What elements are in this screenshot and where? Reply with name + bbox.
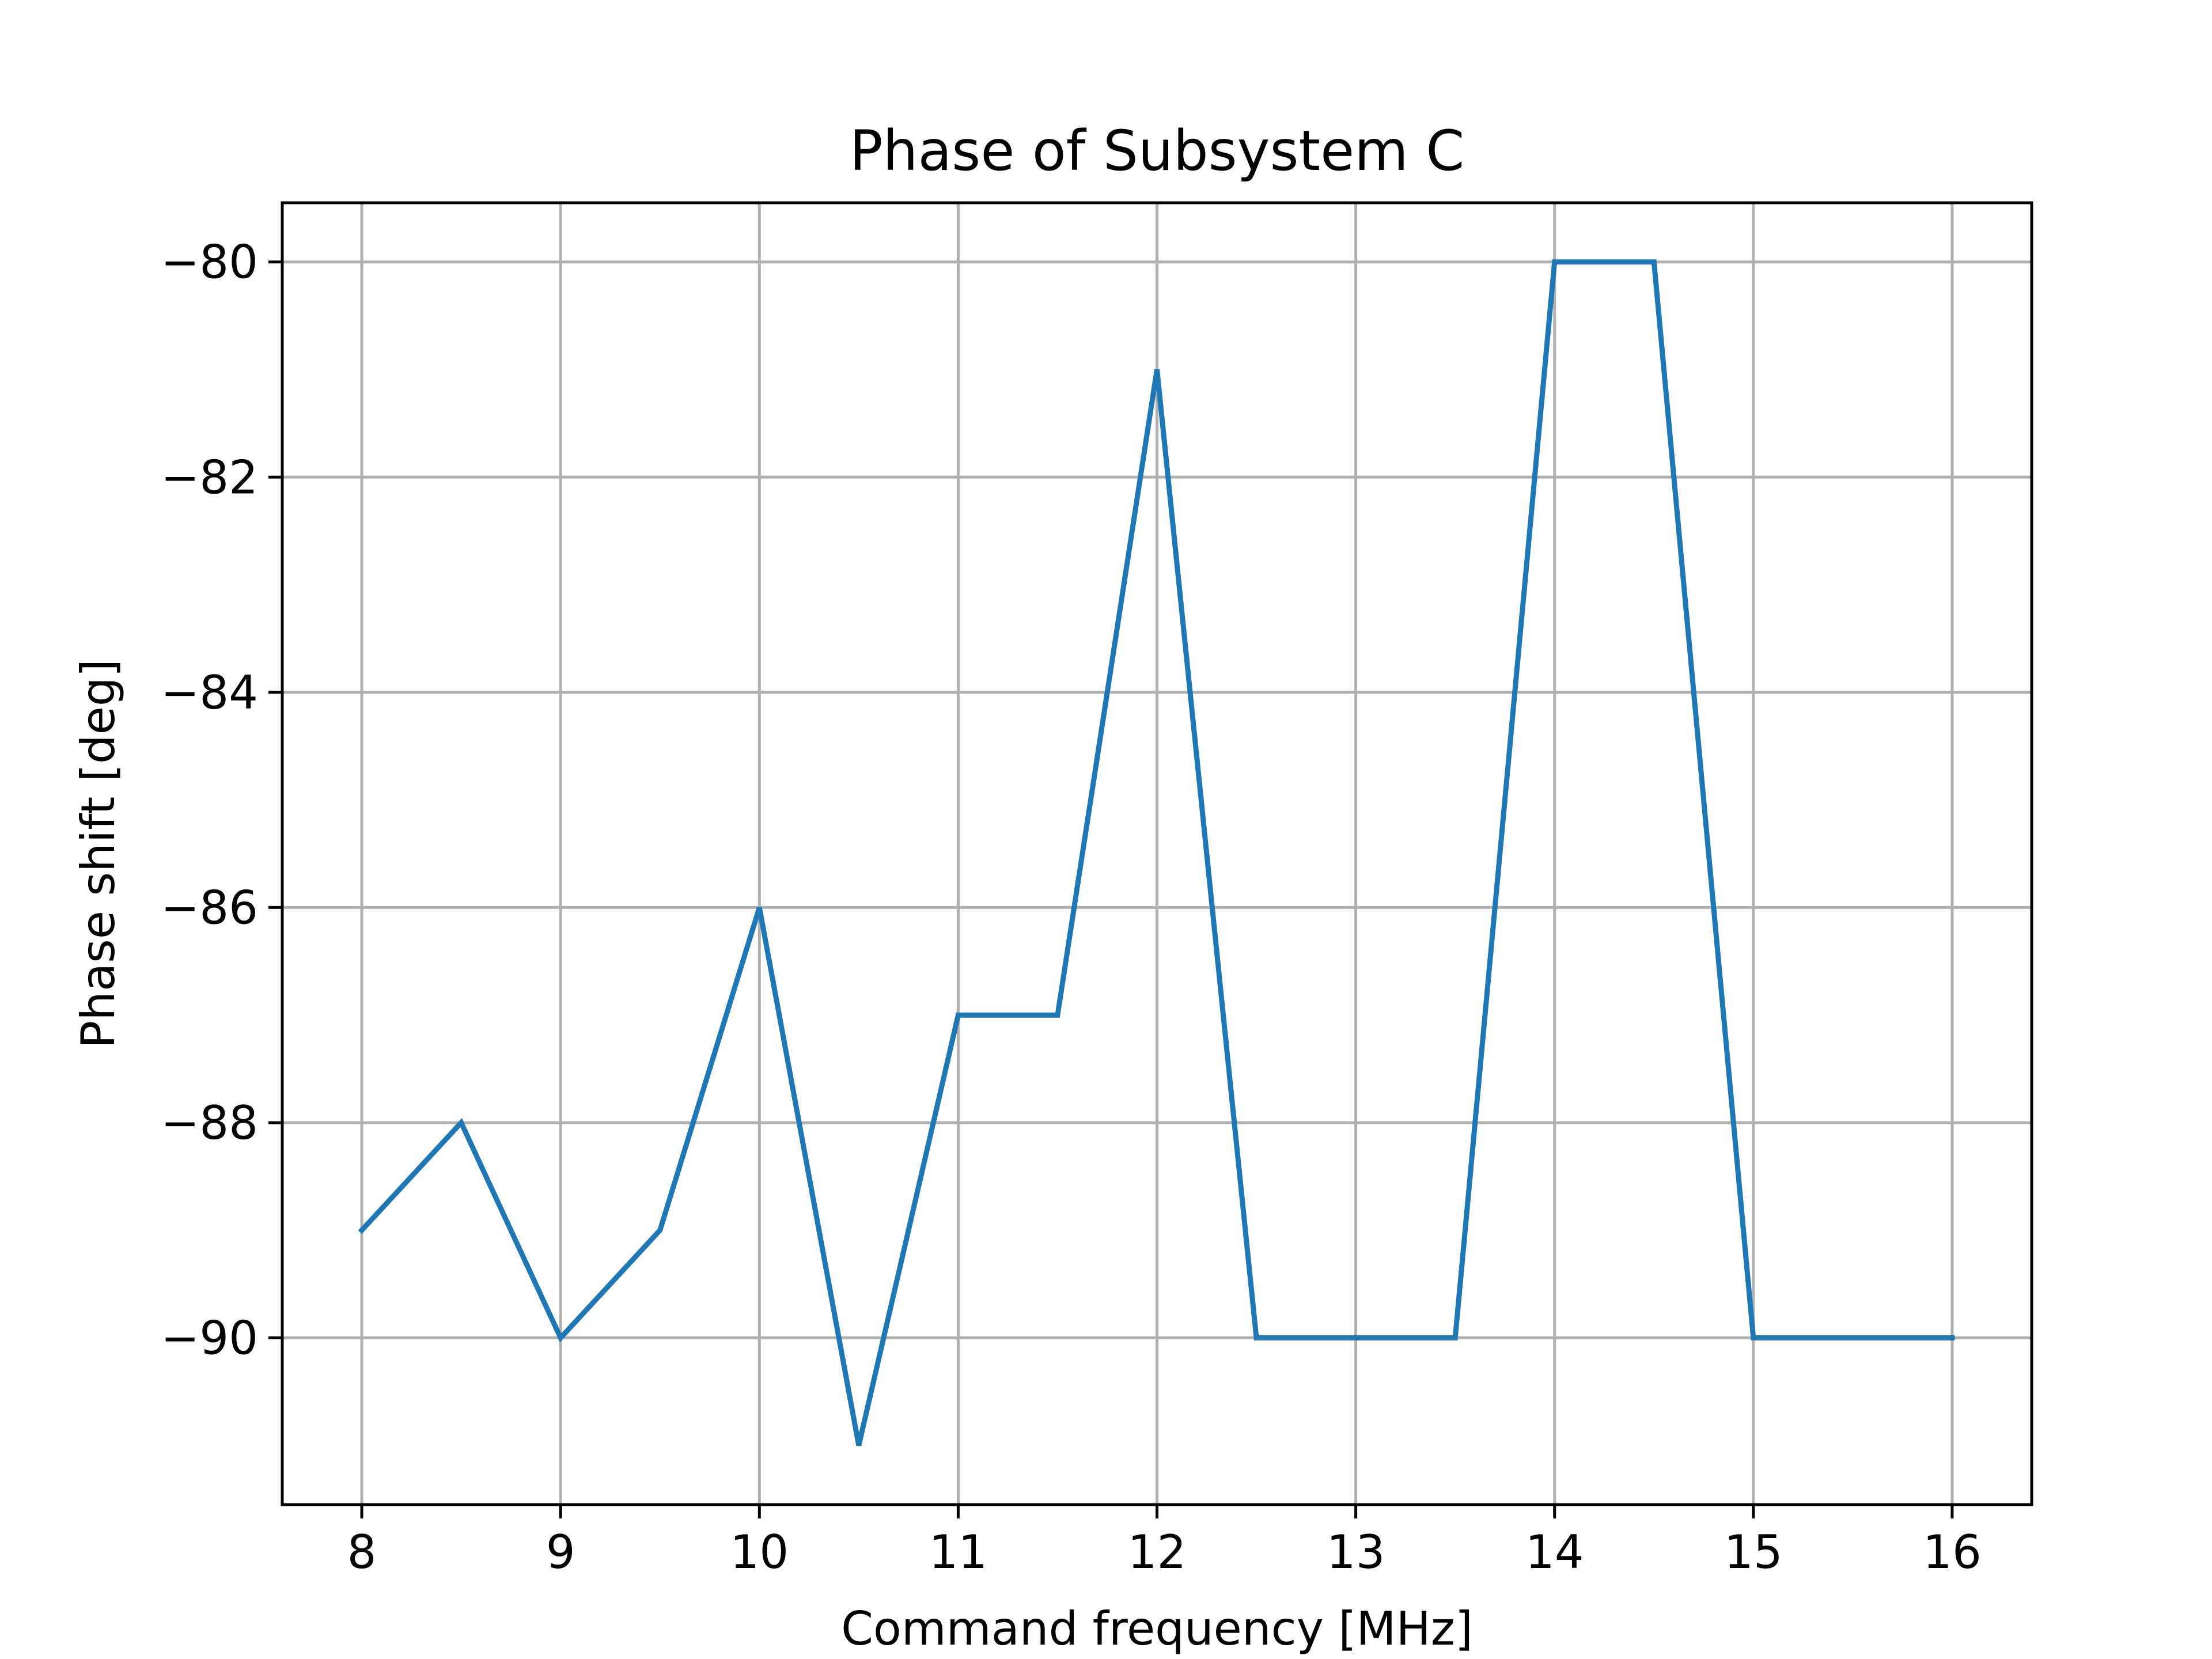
y-axis-label: Phase shift [deg] xyxy=(71,659,125,1048)
x-tick-label: 10 xyxy=(730,1525,789,1579)
chart-title: Phase of Subsystem C xyxy=(850,119,1465,183)
x-tick-label: 15 xyxy=(1724,1525,1783,1579)
y-tick-label: −90 xyxy=(161,1311,258,1365)
y-tick-label: −86 xyxy=(161,881,258,934)
ticks: 8 9 10 11 12 13 14 15 16 −80 −82 −84 −86 −88 −90 xyxy=(161,236,1982,1579)
x-tick-label: 8 xyxy=(347,1525,377,1579)
x-tick-label: 16 xyxy=(1923,1525,1982,1579)
series-line xyxy=(358,259,1955,1446)
x-tick-label: 9 xyxy=(546,1525,575,1579)
x-tick-label: 12 xyxy=(1128,1525,1187,1579)
series-layer xyxy=(358,259,1955,1446)
y-tick-label: −80 xyxy=(161,236,258,289)
x-tick-label: 11 xyxy=(929,1525,987,1579)
x-tick-label: 14 xyxy=(1525,1525,1584,1579)
x-axis-label: Command frequency [MHz] xyxy=(841,1602,1473,1656)
x-tick-label: 13 xyxy=(1327,1525,1385,1579)
y-tick-label: −84 xyxy=(161,666,258,719)
y-tick-label: −82 xyxy=(161,450,258,504)
grid xyxy=(282,203,2032,1505)
y-tick-label: −88 xyxy=(161,1096,258,1150)
